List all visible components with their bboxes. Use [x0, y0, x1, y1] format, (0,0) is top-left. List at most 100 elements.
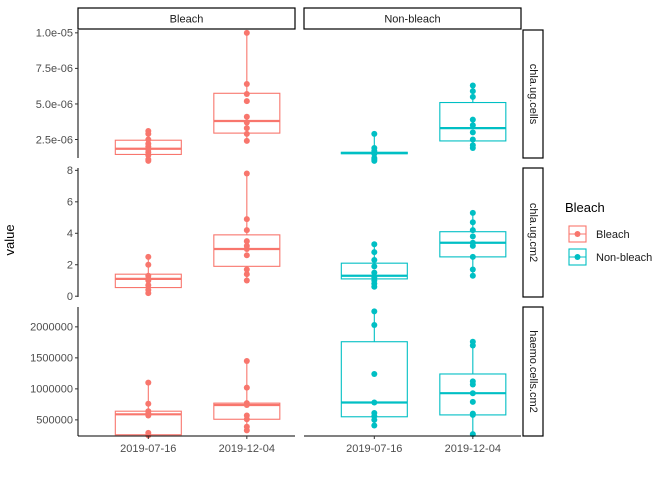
- row-strip-2: [522, 306, 544, 437]
- panels-layer: Bleach Non-bleach chla.ug.cells 2.5e-06 5.0e…: [30, 7, 544, 455]
- data-point: [243, 266, 250, 273]
- data-point: [243, 238, 250, 245]
- data-point: [469, 233, 476, 240]
- x-tick-label: 2019-12-04: [445, 443, 501, 455]
- data-point: [469, 82, 476, 89]
- legend-entries: Bleach Non-bleach: [568, 225, 652, 266]
- data-point: [371, 399, 378, 406]
- x-tick-label: 2019-07-16: [120, 443, 176, 455]
- data-point: [145, 261, 152, 268]
- data-point: [145, 253, 152, 260]
- data-point: [243, 357, 250, 364]
- data-point: [243, 170, 250, 177]
- data-point: [469, 88, 476, 95]
- data-point: [243, 137, 250, 144]
- data-point: [145, 282, 152, 289]
- data-point: [243, 130, 250, 137]
- data-point: [145, 127, 152, 134]
- row-strip-label: chla.ug.cm2: [527, 203, 539, 262]
- legend-entry: Non-bleach: [568, 248, 652, 266]
- data-point: [371, 321, 378, 328]
- data-point: [243, 98, 250, 105]
- data-point: [145, 272, 152, 279]
- data-point: [469, 209, 476, 216]
- data-point: [371, 257, 378, 264]
- y-tick-label: 2.5e-06: [36, 134, 73, 146]
- legend-key-point: [574, 231, 581, 237]
- data-point: [469, 390, 476, 397]
- data-point: [469, 219, 476, 226]
- y-tick-label: 8: [67, 165, 73, 177]
- row-strip-label: haemo.cells.cm2: [527, 330, 539, 413]
- legend-label: Bleach: [596, 229, 630, 241]
- data-point: [469, 398, 476, 405]
- data-point: [243, 119, 250, 126]
- data-point: [371, 155, 378, 161]
- data-point: [243, 216, 250, 223]
- y-tick-label: 5.0e-06: [36, 99, 73, 111]
- data-point: [243, 125, 250, 132]
- data-point: [243, 412, 250, 419]
- data-point: [243, 91, 250, 97]
- data-point: [469, 253, 476, 260]
- row-strip-1: [522, 167, 544, 298]
- data-point: [243, 113, 250, 120]
- data-point: [243, 384, 250, 391]
- row-strip-0: [522, 29, 544, 159]
- data-point: [371, 263, 378, 270]
- y-axis-title: value: [2, 224, 17, 255]
- data-point: [469, 129, 476, 136]
- box: [213, 234, 281, 267]
- y-tick-label: 1500000: [30, 353, 73, 365]
- data-point: [243, 271, 250, 278]
- data-point: [145, 286, 152, 293]
- data-point: [371, 370, 378, 377]
- x-tick-label: 2019-07-16: [346, 443, 402, 455]
- x-tick-label: 2019-12-04: [219, 443, 275, 455]
- legend-title: Bleach: [565, 200, 605, 215]
- data-point: [371, 422, 378, 429]
- data-point: [243, 277, 250, 284]
- legend-entry: Bleach: [568, 225, 630, 243]
- data-point: [243, 423, 250, 430]
- y-tick-label: 2: [67, 260, 73, 272]
- data-point: [145, 400, 152, 407]
- data-point: [145, 429, 152, 436]
- data-point: [469, 136, 476, 143]
- facet-strip-0: [77, 7, 296, 30]
- data-point: [243, 242, 250, 249]
- data-point: [145, 140, 152, 147]
- data-point: [469, 272, 476, 279]
- data-point: [371, 274, 378, 281]
- data-point: [243, 400, 250, 407]
- facet-strip-1: [303, 7, 522, 30]
- y-tick-label: 0: [67, 291, 73, 303]
- data-point: [469, 338, 476, 345]
- data-point: [469, 378, 476, 385]
- box: [340, 341, 408, 418]
- data-point: [145, 136, 152, 143]
- data-point: [469, 410, 476, 417]
- legend-key-point: [574, 254, 581, 260]
- facet-strip-label: Non-bleach: [384, 14, 440, 26]
- data-point: [371, 249, 378, 256]
- data-point: [469, 239, 476, 246]
- y-tick-label: 500000: [36, 415, 73, 427]
- data-point: [469, 122, 476, 129]
- data-point: [371, 241, 378, 248]
- data-point: [145, 408, 152, 415]
- data-point: [469, 227, 476, 234]
- data-point: [469, 266, 476, 273]
- data-point: [469, 93, 476, 100]
- data-point: [371, 308, 378, 315]
- data-point: [243, 252, 250, 259]
- data-point: [243, 81, 250, 88]
- row-strip-label: chla.ug.cells: [527, 64, 539, 125]
- data-point: [145, 156, 152, 163]
- facet-strip-label: Bleach: [170, 14, 204, 26]
- y-tick-label: 1000000: [30, 384, 73, 396]
- y-tick-label: 6: [67, 197, 73, 209]
- data-point: [469, 142, 476, 149]
- data-point: [371, 269, 378, 276]
